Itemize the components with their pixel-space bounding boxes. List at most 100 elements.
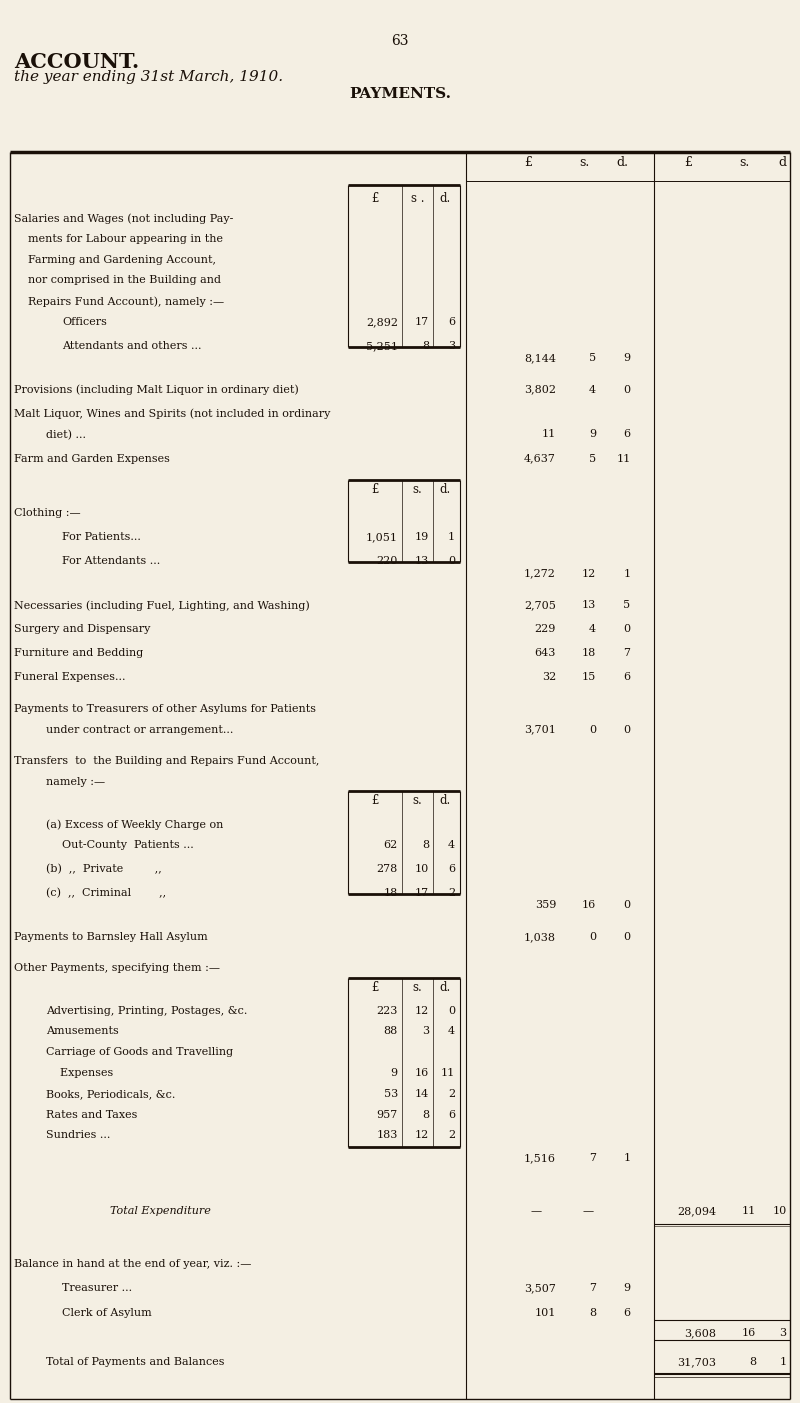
Text: 5: 5	[623, 600, 630, 610]
Text: 12: 12	[582, 568, 596, 578]
Text: Carriage of Goods and Travelling: Carriage of Goods and Travelling	[46, 1047, 234, 1058]
Text: 3: 3	[422, 1027, 429, 1037]
Text: 957: 957	[377, 1110, 398, 1120]
Text: 1: 1	[623, 568, 630, 578]
Text: Total of Payments and Balances: Total of Payments and Balances	[46, 1357, 225, 1367]
Text: 1,051: 1,051	[366, 532, 398, 543]
Text: 11: 11	[616, 453, 630, 463]
Text: 4,637: 4,637	[524, 453, 556, 463]
Text: 3: 3	[448, 341, 455, 351]
Text: 18: 18	[383, 888, 398, 898]
Text: d.: d.	[440, 483, 451, 497]
Text: Sundries ...: Sundries ...	[46, 1131, 110, 1141]
Text: 11: 11	[542, 429, 556, 439]
Text: 3,608: 3,608	[684, 1329, 716, 1338]
Text: 0: 0	[589, 724, 596, 735]
Text: 5: 5	[589, 453, 596, 463]
Text: 3,507: 3,507	[524, 1284, 556, 1294]
Text: 10: 10	[415, 864, 429, 874]
Text: 53: 53	[383, 1089, 398, 1099]
Text: d.: d.	[616, 156, 629, 168]
Text: 0: 0	[623, 901, 630, 911]
Text: 6: 6	[448, 317, 455, 327]
Text: s .: s .	[410, 192, 424, 205]
Text: £: £	[371, 981, 378, 993]
Text: Provisions (including Malt Liquor in ordinary diet): Provisions (including Malt Liquor in ord…	[14, 384, 299, 396]
Text: (b)  ,,  Private         ,,: (b) ,, Private ,,	[46, 864, 162, 874]
Text: 2: 2	[448, 1089, 455, 1099]
Text: 15: 15	[582, 672, 596, 682]
Text: 11: 11	[742, 1207, 756, 1216]
Text: Officers: Officers	[62, 317, 107, 327]
Text: 6: 6	[623, 1308, 630, 1317]
Text: 9: 9	[390, 1068, 398, 1078]
Text: 8: 8	[422, 1110, 429, 1120]
Text: £: £	[371, 192, 378, 205]
Text: 1: 1	[779, 1357, 786, 1367]
Text: —: —	[582, 1207, 594, 1216]
Text: 1,272: 1,272	[524, 568, 556, 578]
Text: 4: 4	[589, 384, 596, 394]
Text: 32: 32	[542, 672, 556, 682]
Text: 6: 6	[448, 1110, 455, 1120]
Text: £: £	[371, 794, 378, 807]
Text: 17: 17	[415, 888, 429, 898]
Text: Treasurer ...: Treasurer ...	[62, 1284, 133, 1294]
Text: 16: 16	[415, 1068, 429, 1078]
Text: For Patients...: For Patients...	[62, 532, 142, 543]
Text: d.: d.	[440, 981, 451, 993]
Text: 9: 9	[589, 429, 596, 439]
Text: 1,038: 1,038	[524, 932, 556, 941]
Text: nor comprised in the Building and: nor comprised in the Building and	[14, 275, 222, 285]
Text: 16: 16	[742, 1329, 756, 1338]
Text: 6: 6	[448, 864, 455, 874]
Text: 12: 12	[415, 1006, 429, 1016]
Text: 12: 12	[415, 1131, 429, 1141]
Text: Clothing :—: Clothing :—	[14, 508, 81, 518]
Text: ACCOUNT.: ACCOUNT.	[14, 52, 140, 72]
Text: 18: 18	[582, 648, 596, 658]
Text: Surgery and Dispensary: Surgery and Dispensary	[14, 624, 150, 634]
Text: s.: s.	[579, 156, 589, 168]
Text: under contract or arrangement...: under contract or arrangement...	[46, 724, 234, 735]
Text: 0: 0	[623, 624, 630, 634]
Text: 1: 1	[623, 1153, 630, 1163]
Text: 14: 14	[415, 1089, 429, 1099]
Text: Payments to Treasurers of other Asylums for Patients: Payments to Treasurers of other Asylums …	[14, 704, 316, 714]
Text: 31,703: 31,703	[677, 1357, 716, 1367]
Text: 5,251: 5,251	[366, 341, 398, 351]
Text: Advertising, Printing, Postages, &c.: Advertising, Printing, Postages, &c.	[46, 1006, 248, 1016]
Text: Clerk of Asylum: Clerk of Asylum	[62, 1308, 152, 1317]
Text: Repairs Fund Account), namely :—: Repairs Fund Account), namely :—	[14, 296, 225, 307]
Text: s.: s.	[413, 794, 422, 807]
Text: 19: 19	[415, 532, 429, 543]
Text: 3,802: 3,802	[524, 384, 556, 394]
Text: (a) Excess of Weekly Charge on: (a) Excess of Weekly Charge on	[46, 819, 224, 829]
Text: Salaries and Wages (not including Pay-: Salaries and Wages (not including Pay-	[14, 213, 234, 223]
Text: Farm and Garden Expenses: Farm and Garden Expenses	[14, 453, 170, 463]
Text: £: £	[371, 483, 378, 497]
Text: d: d	[778, 156, 786, 168]
Text: PAYMENTS.: PAYMENTS.	[349, 87, 451, 101]
Text: 229: 229	[534, 624, 556, 634]
Text: 0: 0	[623, 384, 630, 394]
Text: Transfers  to  the Building and Repairs Fund Account,: Transfers to the Building and Repairs Fu…	[14, 756, 320, 766]
Text: 2,892: 2,892	[366, 317, 398, 327]
Text: Payments to Barnsley Hall Asylum: Payments to Barnsley Hall Asylum	[14, 932, 208, 941]
Text: 16: 16	[582, 901, 596, 911]
Text: Malt Liquor, Wines and Spirits (not included in ordinary: Malt Liquor, Wines and Spirits (not incl…	[14, 408, 330, 419]
Text: 7: 7	[589, 1153, 596, 1163]
Text: 88: 88	[383, 1027, 398, 1037]
Text: 101: 101	[534, 1308, 556, 1317]
Text: 1: 1	[448, 532, 455, 543]
Text: Balance in hand at the end of year, viz. :—: Balance in hand at the end of year, viz.…	[14, 1260, 252, 1270]
Text: 62: 62	[383, 840, 398, 850]
Text: 10: 10	[772, 1207, 786, 1216]
Text: 359: 359	[534, 901, 556, 911]
Text: 63: 63	[391, 34, 409, 48]
Text: 6: 6	[623, 429, 630, 439]
Text: 2,705: 2,705	[524, 600, 556, 610]
Text: 8: 8	[422, 840, 429, 850]
Text: 0: 0	[448, 1006, 455, 1016]
Text: 8,144: 8,144	[524, 354, 556, 363]
